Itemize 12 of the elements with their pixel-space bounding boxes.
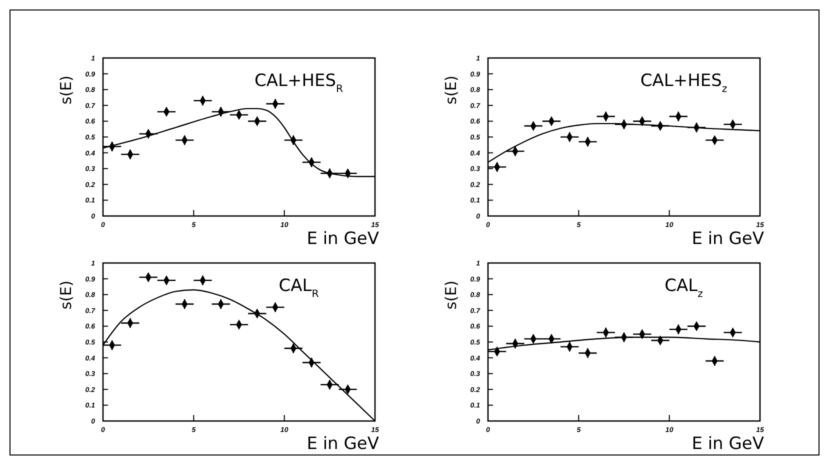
annotation: CAL$_{z}$: [664, 276, 704, 300]
y-axis-title: s(E): [442, 280, 460, 310]
annotation: CAL$_{R}$: [278, 276, 319, 300]
x-axis-title: E in GeV: [692, 229, 764, 249]
x-axis-title: E in GeV: [692, 434, 764, 454]
annotation: CAL+HES$_{z}$: [640, 71, 728, 94]
x-axis-title: E in GeV: [306, 434, 380, 454]
y-axis-title: s(E): [57, 280, 75, 310]
x-axis-title: E in GeV: [306, 229, 380, 249]
y-axis-title: s(E): [442, 76, 460, 104]
y-axis-title: s(E): [57, 76, 75, 104]
annotation: CAL+HES$_{R}$: [254, 71, 344, 94]
